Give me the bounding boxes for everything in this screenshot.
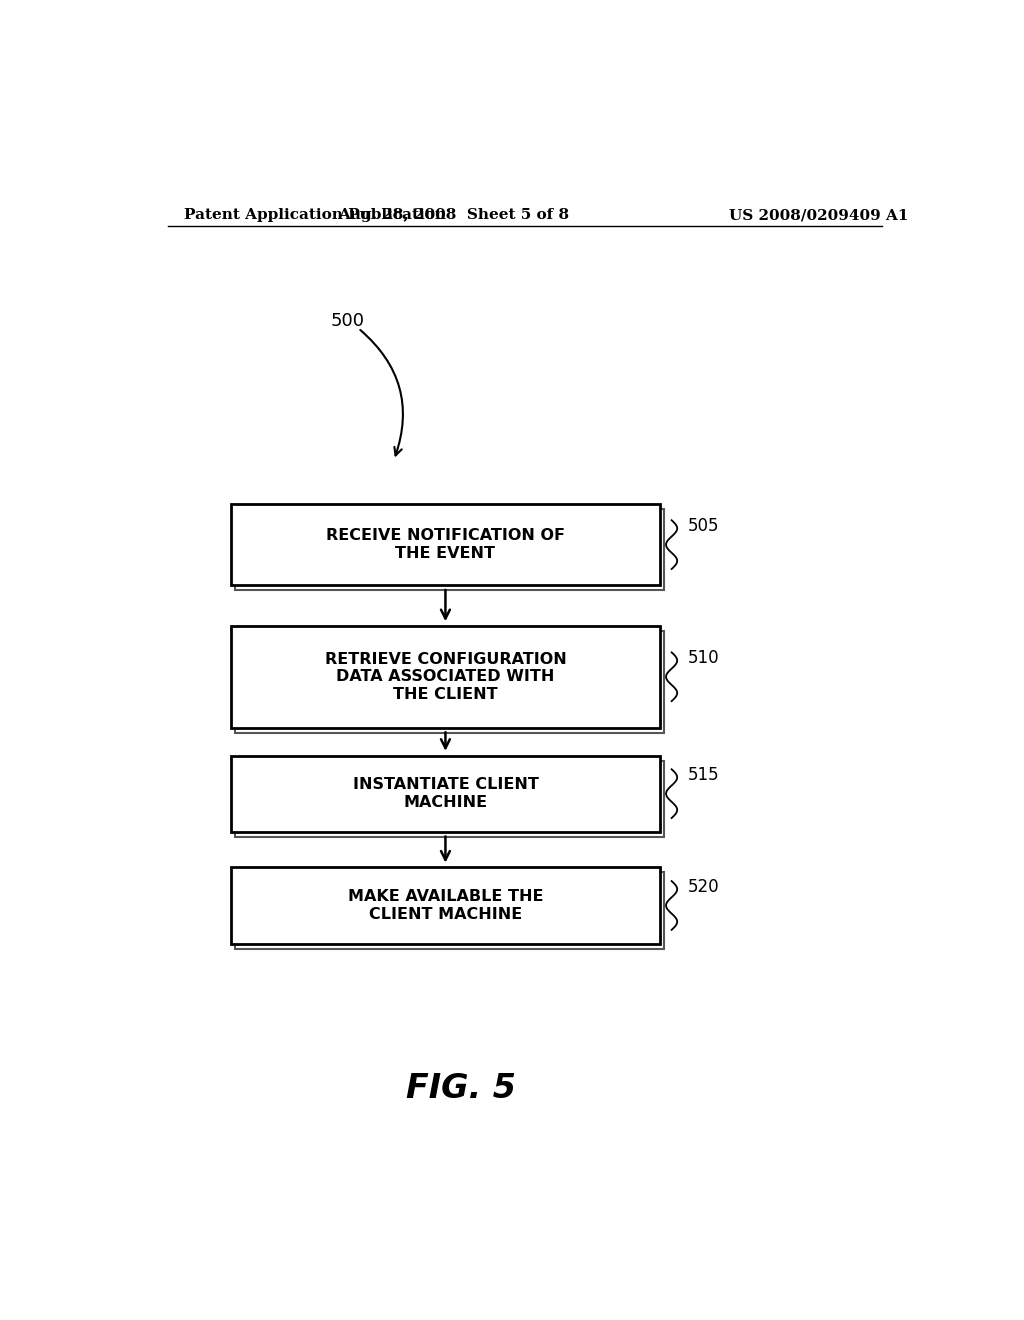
Text: MAKE AVAILABLE THE
CLIENT MACHINE: MAKE AVAILABLE THE CLIENT MACHINE: [348, 890, 543, 921]
Bar: [236, 510, 664, 590]
FancyArrowPatch shape: [360, 330, 403, 455]
Text: 505: 505: [687, 517, 719, 536]
Text: INSTANTIATE CLIENT
MACHINE: INSTANTIATE CLIENT MACHINE: [352, 777, 539, 810]
Bar: [231, 755, 659, 832]
Text: US 2008/0209409 A1: US 2008/0209409 A1: [729, 209, 908, 222]
Text: RECEIVE NOTIFICATION OF
THE EVENT: RECEIVE NOTIFICATION OF THE EVENT: [326, 528, 565, 561]
Bar: [231, 504, 659, 585]
Bar: [236, 631, 664, 733]
Text: RETRIEVE CONFIGURATION
DATA ASSOCIATED WITH
THE CLIENT: RETRIEVE CONFIGURATION DATA ASSOCIATED W…: [325, 652, 566, 702]
Bar: [236, 873, 664, 949]
Text: 500: 500: [331, 312, 365, 330]
Text: Patent Application Publication: Patent Application Publication: [183, 209, 445, 222]
Text: 510: 510: [687, 649, 719, 668]
Text: Aug. 28, 2008  Sheet 5 of 8: Aug. 28, 2008 Sheet 5 of 8: [338, 209, 569, 222]
Text: 520: 520: [687, 878, 719, 896]
Text: FIG. 5: FIG. 5: [407, 1072, 516, 1105]
Bar: [236, 760, 664, 837]
Bar: [231, 867, 659, 944]
Bar: [231, 626, 659, 727]
Text: 515: 515: [687, 767, 719, 784]
